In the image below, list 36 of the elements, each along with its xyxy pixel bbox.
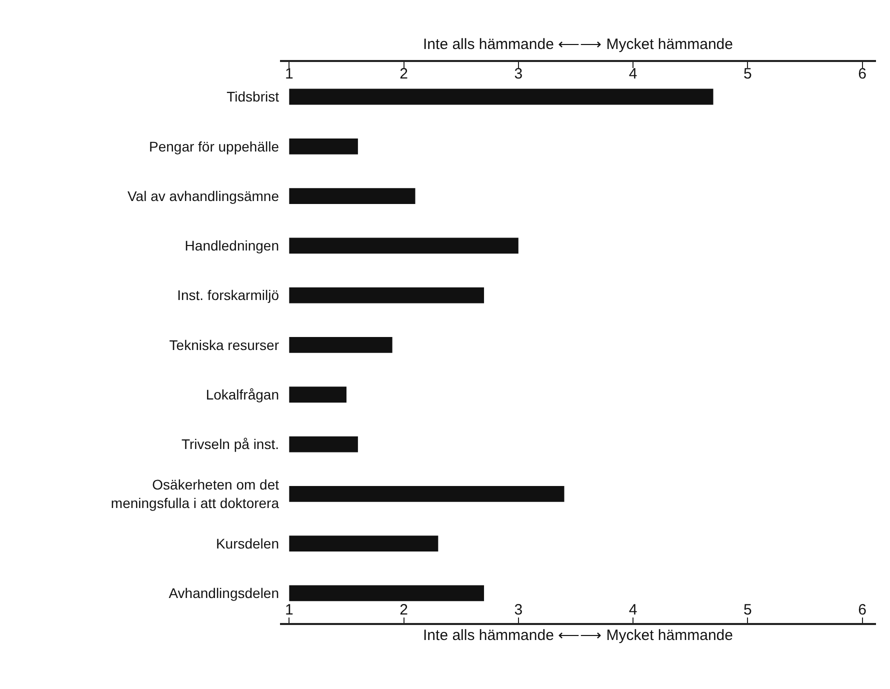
- y-tick-label: Handledningen: [184, 238, 279, 254]
- bar: [289, 287, 484, 304]
- x2-axis-title: Inte alls hämmande ⟵⟶ Mycket hämmande: [423, 36, 733, 53]
- x-tick-label: 4: [628, 601, 638, 618]
- bar: [289, 536, 438, 552]
- bar: [289, 88, 714, 105]
- y-tick-label: Osäkerheten om det meningsfulla i att doktorera: [110, 476, 280, 511]
- bar: [289, 436, 358, 452]
- x-tick-label: 3: [514, 601, 523, 618]
- bar: [289, 238, 518, 254]
- bar: [289, 486, 564, 502]
- bar: [289, 188, 416, 204]
- y-tick-label: Val av avhandlingsämne: [127, 188, 280, 204]
- y-tick-label: Inst. forskarmiljö: [177, 287, 280, 304]
- x-tick-label: 1: [285, 601, 294, 618]
- x2-tick-label: 1: [285, 65, 294, 82]
- y-tick-label: Tidsbrist: [226, 88, 280, 105]
- bar: [289, 138, 358, 154]
- bar: [289, 337, 392, 353]
- x-axis-title: Inte alls hämmande ⟵⟶ Mycket hämmande: [423, 626, 733, 644]
- y-tick-label: Tekniska resurser: [169, 336, 280, 353]
- y-tick-label: Lokalfrågan: [206, 386, 279, 403]
- y-tick-label: Kursdelen: [216, 535, 279, 552]
- x-tick-label: 5: [743, 601, 752, 618]
- x2-tick-label: 2: [400, 65, 408, 82]
- x-tick-label: 2: [400, 601, 408, 618]
- x-tick-label: 6: [858, 601, 866, 618]
- bar: [289, 386, 346, 403]
- y-tick-label: Pengar för uppehälle: [149, 138, 280, 154]
- y-tick-label: Avhandlingsdelen: [168, 585, 279, 602]
- x2-tick-label: 3: [514, 65, 523, 82]
- x2-tick-label: 6: [858, 65, 866, 82]
- y-tick-label: Trivseln på inst.: [181, 436, 279, 452]
- x2-tick-label: 4: [628, 65, 638, 82]
- x2-tick-label: 5: [743, 65, 752, 82]
- bar: [289, 585, 484, 602]
